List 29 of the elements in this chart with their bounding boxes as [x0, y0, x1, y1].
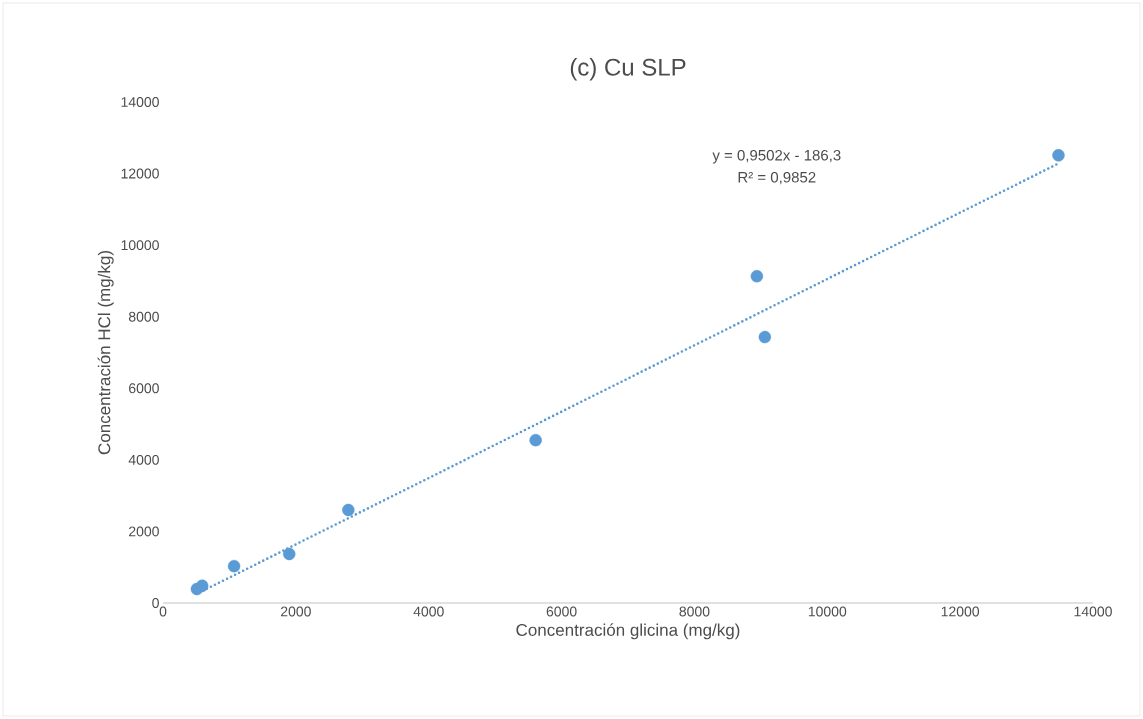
annotation: y = 0,9502x - 186,3	[712, 149, 841, 164]
y-tick-label: 8000	[128, 311, 159, 322]
x-tick-label: 4000	[413, 606, 444, 617]
y-axis-title: Concentración HCl (mg/kg)	[97, 251, 114, 455]
y-tick-label: 6000	[129, 383, 159, 394]
point	[529, 433, 542, 447]
y-tick-label: 12000	[121, 168, 159, 179]
y-tick-label: 2000	[129, 526, 159, 537]
point	[750, 270, 764, 283]
y-tick-label: 14000	[121, 97, 159, 107]
x-tick-label: 8000	[679, 606, 710, 617]
x-tick-label: 0	[159, 606, 167, 617]
x-tick-label: 2000	[281, 606, 311, 617]
point	[283, 547, 296, 561]
chart-title: (c) Cu SLP	[570, 58, 686, 81]
point	[227, 559, 241, 573]
x-tick-label: 6000	[546, 606, 577, 617]
y-tick-label: 0	[152, 598, 159, 608]
x-axis-title: Concentración glicina (mg/kg)	[516, 623, 740, 640]
annotation: R² = 0,9852	[738, 171, 816, 185]
point	[758, 330, 772, 344]
y-tick-label: 10000	[121, 240, 159, 251]
y-tick-label: 4000	[128, 454, 159, 465]
point	[196, 579, 209, 593]
x-tick-label: 12000	[941, 606, 980, 617]
x-tick-label: 10000	[808, 606, 847, 617]
x-tick-label: 14000	[1074, 606, 1112, 617]
point	[342, 503, 355, 517]
point	[1052, 149, 1065, 162]
